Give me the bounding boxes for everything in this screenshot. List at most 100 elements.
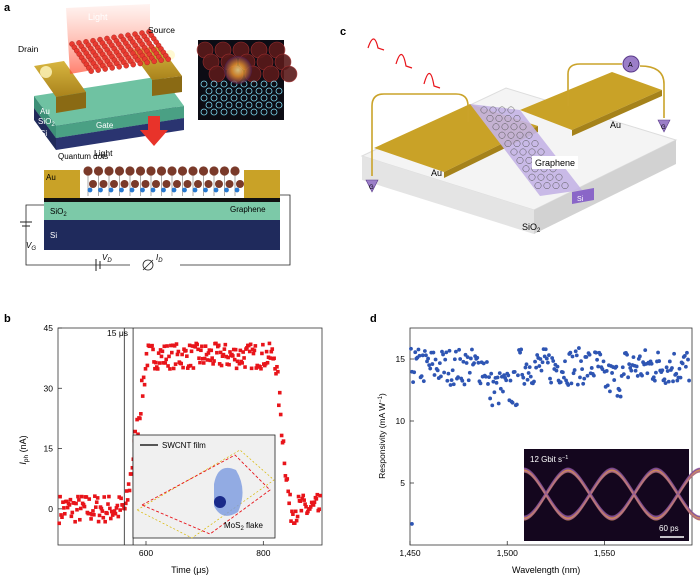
chart-b-point bbox=[197, 356, 201, 360]
quantum-dot bbox=[102, 66, 108, 72]
chart-d-point bbox=[485, 360, 489, 364]
chart-b-point bbox=[281, 439, 286, 443]
quantum-dot bbox=[215, 180, 223, 188]
chart-d-point bbox=[449, 378, 454, 383]
chart-b-point bbox=[179, 361, 183, 366]
chart-b-point bbox=[298, 499, 303, 503]
chart-b-point bbox=[60, 515, 64, 520]
electron bbox=[171, 187, 177, 193]
graphene-hexagon bbox=[501, 123, 509, 131]
chart-d-point bbox=[585, 373, 590, 378]
inset-hexagon bbox=[225, 101, 233, 109]
chart-b-series bbox=[57, 341, 322, 526]
chart-d-point bbox=[663, 381, 668, 385]
chart-d-point bbox=[428, 366, 433, 371]
chart-b-point bbox=[75, 507, 79, 512]
chart-d-point bbox=[620, 365, 625, 370]
chart-d-point bbox=[555, 364, 560, 369]
inset-hexagon bbox=[230, 94, 238, 102]
chart-d-xtick-label: 1,500 bbox=[497, 548, 519, 558]
graphene-hexagon bbox=[537, 148, 545, 156]
chart-d-inset-label: 12 Gbit s−1 bbox=[530, 455, 568, 464]
chart-d-point bbox=[591, 373, 596, 378]
chart-b-point bbox=[161, 361, 166, 365]
chart-b-point bbox=[76, 494, 80, 499]
chart-d-point bbox=[626, 375, 631, 380]
chart-b-point bbox=[295, 514, 300, 519]
electron bbox=[150, 187, 156, 193]
chart-d-point bbox=[571, 371, 576, 376]
chart-b-point bbox=[193, 345, 198, 349]
chart-b-point bbox=[252, 348, 257, 353]
chart-d-point bbox=[656, 350, 660, 355]
chart-d-point bbox=[580, 367, 585, 372]
chart-b-point bbox=[109, 509, 114, 514]
inset-hexagon bbox=[255, 101, 263, 109]
chart-b-point bbox=[106, 502, 110, 506]
inset-hexagon bbox=[215, 101, 223, 109]
chart-d-point bbox=[605, 383, 610, 388]
chart-b-point bbox=[124, 489, 129, 493]
chart-b-point bbox=[90, 512, 94, 517]
chart-d-point bbox=[446, 371, 451, 376]
chart-b-point bbox=[185, 366, 190, 370]
chart-d-point bbox=[550, 356, 555, 360]
chart-b-point bbox=[204, 352, 209, 357]
chart-b-inset-region bbox=[140, 454, 271, 535]
quantum-dot bbox=[156, 166, 167, 176]
chart-d-point bbox=[574, 353, 579, 358]
quantum-dot bbox=[93, 166, 104, 176]
chart-b-point bbox=[265, 360, 270, 365]
chart-b-point bbox=[145, 363, 150, 368]
inset-sphere bbox=[262, 65, 280, 83]
chart-b-point bbox=[68, 497, 73, 502]
chart-d-point bbox=[633, 368, 638, 373]
chart-d-point bbox=[450, 368, 455, 373]
chart-b-point bbox=[282, 461, 287, 466]
chart-b-point bbox=[263, 361, 268, 366]
chart-b-point bbox=[143, 367, 148, 371]
zoom-inset bbox=[196, 40, 298, 120]
chart-b-point bbox=[254, 366, 259, 370]
chart-b-inset-region bbox=[136, 449, 275, 539]
chart-b-point bbox=[121, 503, 125, 507]
chart-d-point bbox=[427, 363, 432, 368]
chart-d-point bbox=[508, 378, 513, 383]
chart-b-point bbox=[236, 353, 241, 357]
chart-b-point bbox=[317, 507, 321, 512]
inset-hexagon bbox=[210, 94, 218, 102]
quantum-dot bbox=[151, 58, 157, 65]
chart-b-point bbox=[218, 350, 223, 355]
chart-b-point bbox=[318, 493, 322, 498]
chart-d-point bbox=[478, 381, 483, 386]
chart-b-point bbox=[124, 501, 128, 506]
chart-b-point bbox=[130, 465, 135, 470]
chart-b-point bbox=[63, 511, 67, 516]
chart-d-point bbox=[488, 396, 493, 401]
chart-b-point bbox=[72, 501, 76, 505]
chart-d-point bbox=[440, 349, 444, 354]
electron bbox=[161, 187, 166, 193]
chart-b-point bbox=[173, 362, 178, 366]
quantum-dot bbox=[188, 166, 198, 176]
chart-d-point bbox=[581, 381, 586, 386]
chart-b-inset-mos2-main: MoS bbox=[224, 521, 240, 530]
chart-d-point bbox=[548, 376, 552, 381]
graphene-hexagon bbox=[510, 148, 518, 156]
chart-d-point bbox=[562, 375, 566, 380]
chart-d-point bbox=[481, 361, 486, 366]
chart-b-ylabel: Iph (nA) bbox=[18, 435, 30, 464]
chart-d-inset-scale-label: 60 ps bbox=[659, 524, 679, 533]
chart-d-point bbox=[486, 382, 490, 386]
chart-d-ytick-label: 5 bbox=[400, 478, 405, 488]
chart-d-point bbox=[649, 361, 654, 366]
chart-d-ylabel-sup: −1 bbox=[378, 395, 384, 403]
chart-d-point bbox=[539, 368, 544, 373]
sio2-label-c: SiO2 bbox=[522, 222, 541, 234]
chart-d-point bbox=[424, 353, 428, 358]
chart-b-point bbox=[112, 509, 117, 513]
chart-d-point bbox=[490, 403, 495, 408]
graphene-hexagon bbox=[522, 165, 530, 173]
chart-b-point bbox=[99, 506, 104, 511]
chart-d-point bbox=[524, 362, 529, 367]
